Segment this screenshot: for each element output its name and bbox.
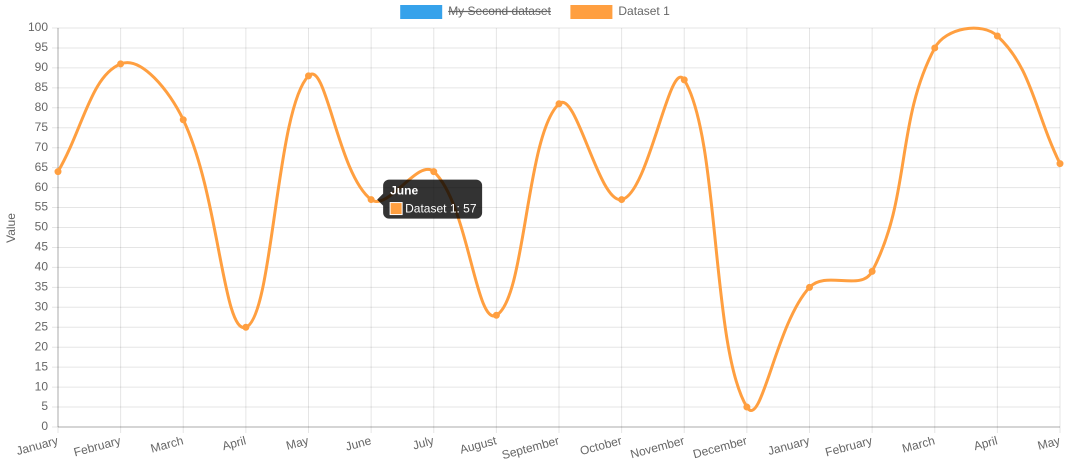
data-point: [555, 100, 563, 108]
x-tick-label: March: [901, 433, 937, 455]
x-tick-label: March: [149, 433, 185, 455]
legend-item[interactable]: Dataset 1: [570, 4, 670, 19]
x-tick-label: July: [411, 433, 435, 452]
y-tick-label: 40: [35, 260, 49, 274]
y-tick-label: 80: [35, 100, 49, 114]
x-tick-label: February: [824, 433, 874, 459]
y-tick-label: 20: [35, 339, 49, 353]
data-point: [806, 283, 813, 291]
y-tick-label: 65: [35, 160, 49, 174]
tooltip-title: June: [390, 184, 418, 198]
x-tick-label: August: [458, 433, 498, 456]
x-tick-label: September: [500, 433, 560, 462]
data-point: [179, 116, 187, 124]
data-point: [1056, 160, 1064, 168]
y-tick-label: 5: [41, 399, 48, 413]
data-point: [618, 196, 626, 204]
legend-swatch: [400, 5, 443, 19]
y-tick-label: 50: [35, 220, 49, 234]
legend-swatch: [570, 5, 613, 19]
y-tick-label: 30: [35, 299, 49, 313]
x-tick-label: May: [1036, 433, 1062, 452]
y-tick-label: 85: [35, 80, 49, 94]
y-tick-label: 45: [35, 240, 49, 254]
x-tick-label: January: [766, 433, 811, 458]
tooltip-box: [377, 179, 483, 219]
y-tick-label: 0: [41, 419, 48, 433]
data-point: [868, 267, 876, 275]
legend-label: My Second dataset: [448, 4, 551, 18]
x-tick-label: November: [629, 433, 686, 461]
x-tick-label: April: [221, 433, 248, 453]
data-point: [54, 168, 62, 176]
x-tick-label: June: [344, 433, 373, 453]
legend-item[interactable]: My Second dataset: [400, 4, 552, 19]
y-tick-label: 55: [35, 200, 49, 214]
y-tick-label: 25: [35, 319, 49, 333]
data-point: [305, 72, 312, 80]
y-tick-label: 75: [35, 120, 49, 134]
y-tick-label: 95: [35, 40, 49, 54]
x-tick-label: April: [972, 433, 999, 453]
data-point: [680, 76, 688, 84]
data-point: [492, 311, 500, 319]
y-axis-label: Value: [4, 213, 18, 243]
y-tick-label: 35: [35, 280, 49, 294]
y-tick-label: 15: [35, 359, 49, 373]
x-tick-label: May: [285, 433, 311, 452]
x-tick-label: December: [691, 433, 748, 461]
data-point: [367, 196, 375, 204]
y-tick-label: 90: [35, 60, 49, 74]
data-point: [242, 323, 250, 331]
y-tick-label: 10: [35, 379, 49, 393]
y-tick-label: 70: [35, 140, 49, 154]
data-point: [931, 44, 939, 52]
x-tick-label: January: [15, 433, 60, 458]
tooltip-label: Dataset 1: 57: [405, 202, 477, 216]
x-tick-label: February: [72, 433, 122, 459]
data-point: [993, 32, 1001, 40]
x-tick-label: October: [578, 433, 623, 458]
legend-label: Dataset 1: [618, 4, 670, 18]
data-point: [117, 60, 125, 68]
y-tick-label: 100: [28, 20, 48, 34]
y-tick-label: 60: [35, 180, 49, 194]
data-point: [743, 403, 751, 411]
tooltip-swatch: [389, 202, 403, 216]
data-point: [430, 168, 438, 176]
